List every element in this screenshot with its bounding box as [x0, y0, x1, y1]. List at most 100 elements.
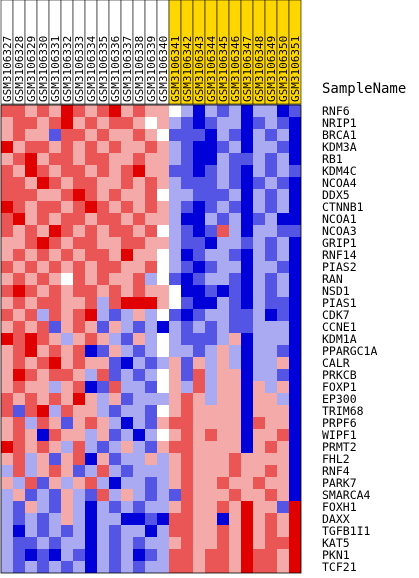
heatmap-cell	[49, 153, 61, 165]
heatmap-cell	[49, 369, 61, 381]
heatmap-cell	[145, 189, 157, 201]
heatmap-cell	[73, 201, 85, 213]
heatmap-cell	[13, 261, 25, 273]
heatmap-cell	[109, 357, 121, 369]
heatmap-cell	[25, 549, 37, 561]
heatmap-cell	[205, 141, 217, 153]
heatmap-cell	[61, 405, 73, 417]
heatmap-cell	[37, 297, 49, 309]
heatmap-cell	[169, 153, 181, 165]
heatmap-cell	[1, 285, 13, 297]
heatmap-cell	[205, 357, 217, 369]
column-label: GSM3106330	[37, 36, 50, 102]
heatmap-cell	[265, 525, 277, 537]
row-label: PPARGC1A	[322, 344, 377, 358]
heatmap-cell	[169, 249, 181, 261]
heatmap-cell	[73, 417, 85, 429]
heatmap-cell	[217, 441, 229, 453]
heatmap-cell	[169, 441, 181, 453]
heatmap-cell	[37, 405, 49, 417]
heatmap-cell	[145, 249, 157, 261]
heatmap-cell	[13, 369, 25, 381]
heatmap-cell	[109, 393, 121, 405]
heatmap-cell	[193, 393, 205, 405]
heatmap-cell	[73, 453, 85, 465]
heatmap-cell	[121, 213, 133, 225]
row-label: RNF6	[322, 104, 350, 118]
column-label: GSM3106349	[265, 36, 278, 102]
heatmap-cell	[13, 537, 25, 549]
heatmap-cell	[265, 321, 277, 333]
heatmap-cell	[157, 561, 169, 573]
heatmap-cell	[169, 489, 181, 501]
column-label: GSM3106342	[181, 36, 194, 102]
heatmap-cell	[73, 477, 85, 489]
column-label: GSM3106345	[217, 36, 230, 102]
heatmap-cell	[193, 249, 205, 261]
heatmap-cell	[97, 501, 109, 513]
heatmap-cell	[145, 321, 157, 333]
heatmap-cell	[181, 417, 193, 429]
heatmap-cell	[109, 129, 121, 141]
heatmap-cell	[109, 345, 121, 357]
heatmap-cell	[13, 453, 25, 465]
heatmap-cell	[133, 453, 145, 465]
heatmap-cell	[193, 153, 205, 165]
heatmap-cell	[85, 477, 97, 489]
heatmap-cell	[289, 357, 301, 369]
heatmap-cell	[157, 501, 169, 513]
row-label: FOXH1	[322, 500, 357, 514]
column-label: GSM3106339	[145, 36, 158, 102]
heatmap-cell	[217, 129, 229, 141]
heatmap-cell	[193, 381, 205, 393]
heatmap-cell	[1, 273, 13, 285]
column-label: GSM3106341	[169, 36, 182, 102]
heatmap-cell	[97, 465, 109, 477]
heatmap-cell	[73, 549, 85, 561]
heatmap-cell	[85, 525, 97, 537]
heatmap-cell	[133, 129, 145, 141]
heatmap-cell	[265, 465, 277, 477]
heatmap-cell	[109, 177, 121, 189]
heatmap-cell	[37, 513, 49, 525]
heatmap-cell	[25, 537, 37, 549]
heatmap-cell	[157, 225, 169, 237]
heatmap-cell	[73, 141, 85, 153]
heatmap-cell	[1, 321, 13, 333]
row-label: BRCA1	[322, 128, 357, 142]
heatmap-cell	[277, 309, 289, 321]
heatmap-cell	[253, 237, 265, 249]
heatmap-cell	[109, 501, 121, 513]
heatmap-cell	[145, 141, 157, 153]
heatmap-cell	[229, 213, 241, 225]
heatmap-cell	[25, 321, 37, 333]
heatmap-cell	[253, 393, 265, 405]
heatmap-cell	[289, 369, 301, 381]
heatmap-cell	[205, 501, 217, 513]
heatmap-cell	[241, 225, 253, 237]
heatmap-cell	[277, 477, 289, 489]
heatmap-cell	[193, 105, 205, 117]
heatmap-cell	[205, 177, 217, 189]
heatmap-cell	[145, 297, 157, 309]
heatmap-cell	[241, 489, 253, 501]
heatmap-cell	[229, 285, 241, 297]
heatmap-cell	[205, 153, 217, 165]
heatmap-cell	[205, 321, 217, 333]
heatmap-cell	[205, 105, 217, 117]
heatmap-cell	[241, 537, 253, 549]
heatmap-cell	[253, 381, 265, 393]
heatmap-cell	[193, 345, 205, 357]
row-label: TGFB1I1	[322, 524, 371, 538]
heatmap-cell	[241, 321, 253, 333]
heatmap-cell	[157, 441, 169, 453]
heatmap-cell	[121, 501, 133, 513]
heatmap-cell	[145, 525, 157, 537]
heatmap-cell	[133, 321, 145, 333]
heatmap-cell	[157, 189, 169, 201]
heatmap-cell	[277, 117, 289, 129]
heatmap-cell	[265, 489, 277, 501]
heatmap-cell	[133, 513, 145, 525]
heatmap-cell	[1, 381, 13, 393]
heatmap-cell	[205, 489, 217, 501]
